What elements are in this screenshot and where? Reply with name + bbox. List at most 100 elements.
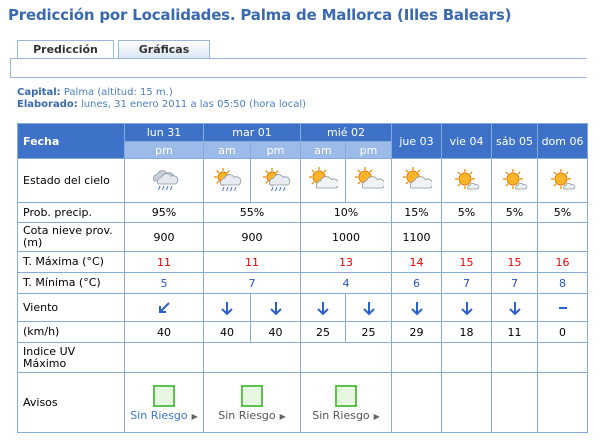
day-header: mar 01	[202, 123, 302, 142]
cell: 1100	[391, 222, 443, 252]
sun-ray	[323, 168, 327, 173]
cell: 5%	[537, 202, 589, 223]
sun-ray	[517, 170, 521, 175]
sun-ray	[469, 170, 473, 175]
sky-icon	[214, 167, 242, 191]
tab[interactable]: Predicción	[17, 40, 114, 58]
cloud	[157, 172, 179, 184]
cell	[124, 342, 204, 373]
warning-link[interactable]: Sin Riesgo ▶	[207, 409, 297, 422]
period-header: am	[300, 141, 347, 159]
sun	[458, 172, 472, 185]
corner-header: Fecha	[17, 123, 125, 159]
icon-cell	[249, 293, 302, 322]
cell	[537, 222, 589, 252]
cell: 900	[124, 222, 204, 252]
icon-cell	[441, 158, 493, 203]
forecast-table: Fecha lun 31 mar 01 mié 02 jue 03 vie 04 sáb 0…	[17, 123, 589, 433]
row: Cota nieve prov.(m) 900 900 1000 1100	[17, 222, 589, 252]
cell: 5%	[491, 202, 539, 223]
icon-cell	[203, 293, 251, 322]
link-arrow: ▶	[279, 412, 286, 421]
day-header: vie 04	[441, 123, 493, 159]
icon-cell	[300, 158, 347, 203]
rain	[282, 186, 285, 191]
icon-cell	[491, 293, 539, 322]
row-label: Avisos	[17, 372, 125, 433]
wind-icon	[269, 301, 282, 315]
row-label: Estado del cielo	[17, 158, 125, 203]
rain	[222, 186, 225, 191]
cell	[391, 342, 443, 373]
row: pm am pm am pm	[18, 141, 588, 159]
sun-ray	[264, 180, 268, 184]
tab[interactable]: Gráficas	[118, 40, 210, 58]
day-header: lun 31	[124, 123, 204, 142]
cell: 5	[124, 272, 204, 294]
sky-icon	[502, 168, 527, 189]
rain	[274, 186, 277, 191]
rain	[234, 186, 237, 191]
warning-box	[153, 385, 175, 407]
rain	[230, 186, 233, 191]
cell: 5%	[441, 202, 493, 223]
cell	[300, 342, 393, 373]
wind-icon	[508, 301, 521, 315]
cell	[202, 342, 302, 373]
row: Avisos Sin Riesgo ▶ Sin Riesgo ▶ Sin Riesgo ▶	[17, 372, 589, 433]
elaborado-line: Elaborado: lunes, 31 enero 2011 a las 05…	[17, 99, 306, 110]
sun-ray	[264, 169, 268, 173]
period-header: pm	[345, 141, 393, 159]
sun-ray	[369, 168, 373, 173]
sun-ray	[405, 180, 409, 185]
cell	[491, 372, 539, 433]
cell: 15	[491, 251, 539, 273]
rain	[166, 185, 169, 190]
icon-cell	[441, 293, 493, 322]
icon-cell	[345, 158, 393, 203]
icon-cell	[300, 293, 347, 322]
cloud	[361, 175, 384, 188]
sun-ray	[311, 168, 315, 173]
rain	[162, 185, 165, 190]
wind-arrow	[159, 301, 170, 313]
sun-ray	[356, 168, 361, 173]
cell: 7	[491, 272, 539, 294]
warning-link[interactable]: Sin Riesgo ▶	[128, 409, 200, 422]
cell: 11	[124, 251, 204, 273]
day-header: mié 02	[300, 123, 393, 142]
warning-box	[335, 385, 358, 407]
sun-ray	[226, 169, 230, 173]
cell: 95%	[124, 202, 204, 223]
wind-arrow	[317, 301, 329, 315]
row-label: Cota nieve prov.(m)	[17, 222, 125, 252]
rain	[170, 185, 173, 190]
cell: 8	[537, 272, 589, 294]
sun-ray	[216, 169, 220, 173]
icon-cell	[124, 158, 204, 203]
cell: 7	[441, 272, 493, 294]
icon-cell	[537, 293, 589, 322]
cell: 0	[537, 321, 589, 343]
sky-icon	[153, 169, 179, 190]
cell: Sin Riesgo ▶	[300, 372, 393, 433]
row: Indice UV Máximo	[17, 342, 589, 373]
warning-link[interactable]: Sin Riesgo ▶	[304, 409, 388, 422]
wind-icon	[460, 301, 473, 315]
icon-cell	[249, 158, 302, 203]
row: Viento	[17, 293, 589, 322]
period-header: pm	[124, 141, 204, 159]
sky-icon	[309, 166, 339, 188]
row-label: T. Mínima (°C)	[17, 272, 125, 294]
sun-ray	[553, 182, 557, 187]
sun-ray	[457, 182, 461, 187]
cell	[441, 342, 493, 373]
cell: 55%	[202, 202, 302, 223]
warning-text: Sin Riesgo	[218, 409, 276, 422]
label: Elaborado:	[17, 99, 78, 110]
cell: 15%	[391, 202, 443, 223]
cloud	[562, 182, 575, 189]
cell: 13	[300, 251, 393, 273]
label: Capital:	[17, 87, 61, 98]
sky-icon	[550, 168, 575, 189]
